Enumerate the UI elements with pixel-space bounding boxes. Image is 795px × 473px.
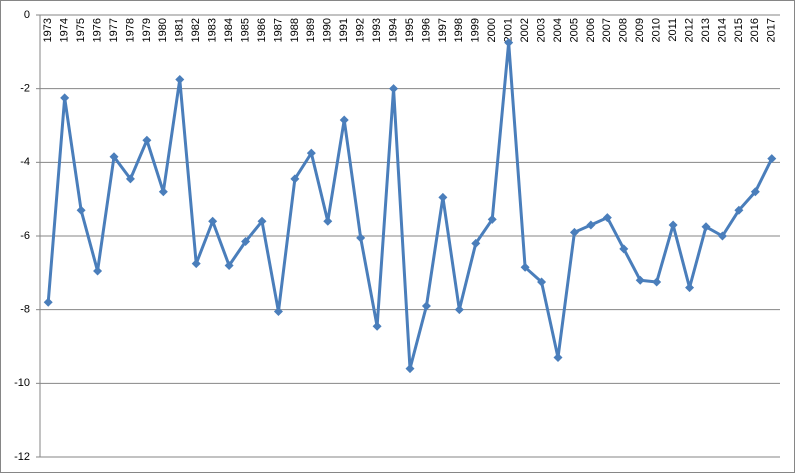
x-tick-label: 2016 <box>749 18 761 42</box>
x-tick-label: 2013 <box>700 18 712 42</box>
data-point <box>602 213 612 223</box>
x-tick-label: 1976 <box>91 18 103 42</box>
x-tick-label: 1985 <box>239 18 251 42</box>
data-point <box>241 237 251 247</box>
x-tick-label: 2011 <box>667 18 679 42</box>
y-tick-label: -6 <box>20 230 30 242</box>
data-point <box>471 238 481 248</box>
data-point <box>76 205 86 215</box>
x-tick-label: 1973 <box>42 18 54 42</box>
y-tick-label: -8 <box>20 304 30 316</box>
x-tick-label: 1980 <box>157 18 169 42</box>
data-point <box>323 216 333 226</box>
x-tick-label: 2005 <box>568 18 580 42</box>
data-point <box>668 220 678 230</box>
x-tick-label: 2009 <box>634 18 646 42</box>
x-tick-label: 1993 <box>371 18 383 42</box>
data-point <box>767 154 777 164</box>
data-point <box>191 259 201 269</box>
data-point <box>356 233 366 243</box>
data-point <box>60 93 70 103</box>
x-tick-label: 2003 <box>535 18 547 42</box>
x-tick-label: 2010 <box>651 18 663 42</box>
data-point <box>208 216 218 226</box>
x-tick-label: 1995 <box>404 18 416 42</box>
data-point <box>619 244 629 254</box>
x-tick-label: 1977 <box>108 18 120 42</box>
data-point <box>125 174 135 184</box>
x-tick-label: 1997 <box>437 18 449 42</box>
y-tick-label: -12 <box>14 451 30 463</box>
x-tick-label: 1987 <box>272 18 284 42</box>
data-point <box>635 275 645 285</box>
x-tick-label: 2017 <box>766 18 778 42</box>
data-point <box>93 266 103 276</box>
data-point <box>750 187 760 197</box>
x-tick-label: 1986 <box>256 18 268 42</box>
x-tick-label: 1999 <box>470 18 482 42</box>
x-tick-label: 1974 <box>59 18 71 42</box>
data-point <box>109 152 119 162</box>
data-point <box>175 74 185 84</box>
data-point <box>257 216 267 226</box>
data-point <box>685 283 695 293</box>
x-tick-label: 1998 <box>453 18 465 42</box>
data-point <box>224 260 234 270</box>
x-tick-label: 2007 <box>601 18 613 42</box>
x-tick-label: 1978 <box>124 18 136 42</box>
data-point <box>652 277 662 287</box>
data-point <box>306 148 316 158</box>
x-tick-label: 1975 <box>75 18 87 42</box>
x-tick-label: 2000 <box>486 18 498 42</box>
data-point <box>438 192 448 202</box>
data-point <box>701 222 711 232</box>
x-tick-label: 2014 <box>716 18 728 42</box>
data-point <box>717 231 727 241</box>
data-point <box>142 135 152 145</box>
data-point <box>290 174 300 184</box>
data-point <box>553 353 563 363</box>
x-tick-label: 1981 <box>174 18 186 42</box>
data-point <box>537 277 547 287</box>
data-point <box>405 364 415 374</box>
x-tick-label: 2002 <box>519 18 531 42</box>
x-tick-label: 1982 <box>190 18 202 42</box>
data-point <box>504 38 514 48</box>
data-point <box>586 220 596 230</box>
data-point <box>734 205 744 215</box>
x-tick-label: 1988 <box>289 18 301 42</box>
x-tick-label: 2015 <box>733 18 745 42</box>
y-tick-label: -2 <box>20 83 30 95</box>
x-tick-label: 1989 <box>305 18 317 42</box>
x-tick-label: 1984 <box>223 18 235 42</box>
x-tick-label: 1991 <box>338 18 350 42</box>
y-tick-label: -10 <box>14 377 30 389</box>
data-point <box>421 301 431 311</box>
x-tick-label: 2001 <box>503 18 515 42</box>
data-point <box>273 307 283 317</box>
x-tick-label: 1979 <box>141 18 153 42</box>
y-tick-label: -4 <box>20 156 30 168</box>
x-tick-label: 1992 <box>355 18 367 42</box>
data-point <box>389 84 399 94</box>
data-point <box>43 297 53 307</box>
data-point <box>372 321 382 331</box>
x-tick-label: 1994 <box>387 18 399 42</box>
y-tick-label: 0 <box>24 9 30 21</box>
x-tick-label: 2004 <box>552 18 564 42</box>
x-tick-label: 2008 <box>618 18 630 42</box>
data-point <box>158 187 168 197</box>
data-point <box>339 115 349 125</box>
x-tick-label: 2012 <box>683 18 695 42</box>
x-tick-label: 1983 <box>207 18 219 42</box>
data-point <box>520 262 530 272</box>
x-tick-label: 1996 <box>420 18 432 42</box>
data-point <box>454 305 464 315</box>
x-tick-label: 1990 <box>322 18 334 42</box>
data-point <box>487 214 497 224</box>
data-point <box>569 227 579 237</box>
x-tick-label: 2006 <box>585 18 597 42</box>
